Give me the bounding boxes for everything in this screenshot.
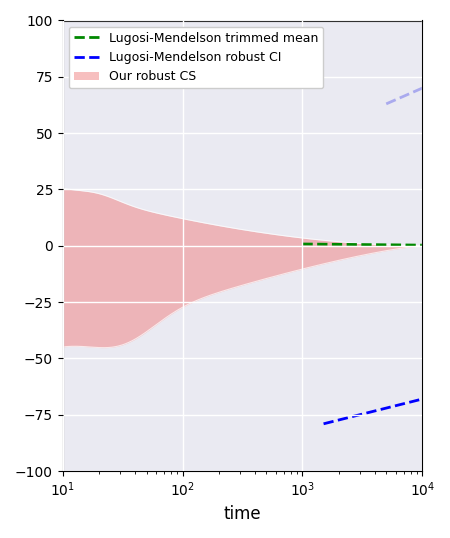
Line: Lugosi-Mendelson robust CI: Lugosi-Mendelson robust CI (324, 399, 422, 424)
Lugosi-Mendelson trimmed mean (414, 242, 419, 249)
Lugosi-Mendelson robust CI (321, 421, 326, 427)
Lugosi-Mendelson trimmed mean (300, 241, 305, 247)
Lugosi-Mendelson robust CI (414, 397, 420, 404)
Lugosi-Mendelson trimmed mean (328, 241, 333, 247)
Lugosi-Mendelson trimmed mean (419, 242, 425, 249)
Lugosi-Mendelson robust CI (372, 408, 377, 414)
Lugosi-Mendelson robust CI (412, 398, 417, 404)
X-axis label: time: time (224, 505, 261, 523)
Legend: Lugosi-Mendelson trimmed mean, Lugosi-Mendelson robust CI, Our robust CS: Lugosi-Mendelson trimmed mean, Lugosi-Me… (69, 27, 324, 88)
Line: Lugosi-Mendelson trimmed mean: Lugosi-Mendelson trimmed mean (302, 244, 422, 245)
Lugosi-Mendelson trimmed mean (410, 242, 415, 248)
Lugosi-Mendelson trimmed mean (371, 242, 377, 248)
Lugosi-Mendelson trimmed mean (323, 241, 328, 247)
Lugosi-Mendelson robust CI (344, 415, 349, 421)
Lugosi-Mendelson robust CI (419, 396, 425, 402)
Lugosi-Mendelson robust CI (380, 406, 385, 412)
Lugosi-Mendelson trimmed mean (361, 242, 367, 248)
Lugosi-Mendelson robust CI (340, 416, 345, 422)
